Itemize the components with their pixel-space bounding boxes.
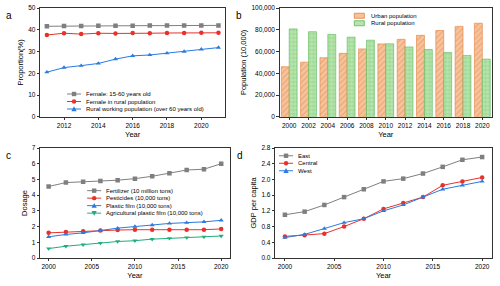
svg-text:50: 50 xyxy=(28,4,36,11)
svg-text:30: 30 xyxy=(28,48,36,55)
svg-text:60,000: 60,000 xyxy=(255,48,275,55)
svg-text:d: d xyxy=(237,150,243,161)
svg-text:c: c xyxy=(6,150,11,161)
svg-text:Central: Central xyxy=(298,160,317,166)
svg-text:2010: 2010 xyxy=(379,122,394,129)
svg-text:20: 20 xyxy=(28,70,36,77)
svg-text:Dosage: Dosage xyxy=(20,190,29,216)
svg-text:Year: Year xyxy=(376,271,392,280)
svg-text:b: b xyxy=(236,10,242,21)
svg-text:2: 2 xyxy=(32,223,36,230)
svg-text:Plastic film (10,000 tons): Plastic film (10,000 tons) xyxy=(106,203,172,209)
svg-text:Female in rural population: Female in rural population xyxy=(86,99,155,105)
svg-text:2000: 2000 xyxy=(278,263,293,270)
svg-text:2015: 2015 xyxy=(426,263,441,270)
svg-text:2020: 2020 xyxy=(194,122,209,129)
svg-text:Year: Year xyxy=(125,130,141,139)
svg-text:4: 4 xyxy=(32,191,36,198)
svg-text:Urban population: Urban population xyxy=(371,13,417,19)
svg-text:2014: 2014 xyxy=(417,122,432,129)
svg-text:3: 3 xyxy=(32,207,36,214)
svg-text:40,000: 40,000 xyxy=(255,70,275,77)
svg-text:100,000: 100,000 xyxy=(251,4,275,11)
svg-text:20,000: 20,000 xyxy=(255,91,275,98)
svg-text:2015: 2015 xyxy=(171,263,186,270)
svg-text:2004: 2004 xyxy=(321,122,336,129)
svg-text:7: 7 xyxy=(32,144,36,151)
svg-text:2.8: 2.8 xyxy=(261,144,270,151)
svg-text:Population (10,000): Population (10,000) xyxy=(239,29,248,95)
svg-text:2000: 2000 xyxy=(41,263,56,270)
svg-text:2006: 2006 xyxy=(340,122,355,129)
svg-text:Proportion(%): Proportion(%) xyxy=(16,39,25,86)
svg-text:2012: 2012 xyxy=(57,122,72,129)
svg-text:80,000: 80,000 xyxy=(255,26,275,33)
svg-text:2005: 2005 xyxy=(327,263,342,270)
svg-text:GDP per capita: GDP per capita xyxy=(249,177,258,229)
svg-text:0: 0 xyxy=(32,113,36,120)
svg-text:a: a xyxy=(6,10,12,21)
svg-text:2.0: 2.0 xyxy=(261,176,270,183)
svg-text:2010: 2010 xyxy=(376,263,391,270)
svg-text:6: 6 xyxy=(32,160,36,167)
svg-text:5: 5 xyxy=(32,176,36,183)
svg-text:2000: 2000 xyxy=(282,122,297,129)
svg-text:2020: 2020 xyxy=(214,263,229,270)
svg-text:0: 0 xyxy=(32,254,36,261)
svg-text:Female: 15-60 years old: Female: 15-60 years old xyxy=(86,91,151,97)
svg-text:40: 40 xyxy=(28,26,36,33)
svg-text:0.0: 0.0 xyxy=(261,254,270,261)
svg-text:0.8: 0.8 xyxy=(261,223,270,230)
svg-text:Year: Year xyxy=(127,271,143,280)
svg-text:Rural population: Rural population xyxy=(371,20,415,26)
svg-text:2.4: 2.4 xyxy=(261,160,270,167)
svg-text:2016: 2016 xyxy=(125,122,140,129)
svg-text:2010: 2010 xyxy=(128,263,143,270)
svg-text:2005: 2005 xyxy=(85,263,100,270)
svg-text:West: West xyxy=(298,168,312,174)
svg-text:2008: 2008 xyxy=(359,122,374,129)
svg-text:2018: 2018 xyxy=(160,122,175,129)
svg-text:2020: 2020 xyxy=(475,263,490,270)
svg-text:1: 1 xyxy=(32,239,36,246)
svg-text:Pesticides (10,000 tons): Pesticides (10,000 tons) xyxy=(106,195,170,201)
svg-text:2020: 2020 xyxy=(475,122,490,129)
svg-text:2018: 2018 xyxy=(456,122,471,129)
svg-text:Rural working population (over: Rural working population (over 60 years … xyxy=(86,106,204,112)
svg-text:Agricultural plastic film (10,: Agricultural plastic film (10,000 tons) xyxy=(106,210,203,216)
svg-text:0.4: 0.4 xyxy=(261,239,270,246)
svg-text:2012: 2012 xyxy=(398,122,413,129)
svg-text:2014: 2014 xyxy=(91,122,106,129)
svg-text:10: 10 xyxy=(28,91,36,98)
svg-text:Year: Year xyxy=(378,130,394,139)
svg-text:0: 0 xyxy=(271,113,275,120)
svg-text:Fertilizer (10 million tons): Fertilizer (10 million tons) xyxy=(106,188,173,194)
svg-text:East: East xyxy=(298,153,310,159)
svg-text:1.6: 1.6 xyxy=(261,191,270,198)
svg-text:2002: 2002 xyxy=(301,122,316,129)
svg-text:2016: 2016 xyxy=(436,122,451,129)
svg-text:1.2: 1.2 xyxy=(261,207,270,214)
